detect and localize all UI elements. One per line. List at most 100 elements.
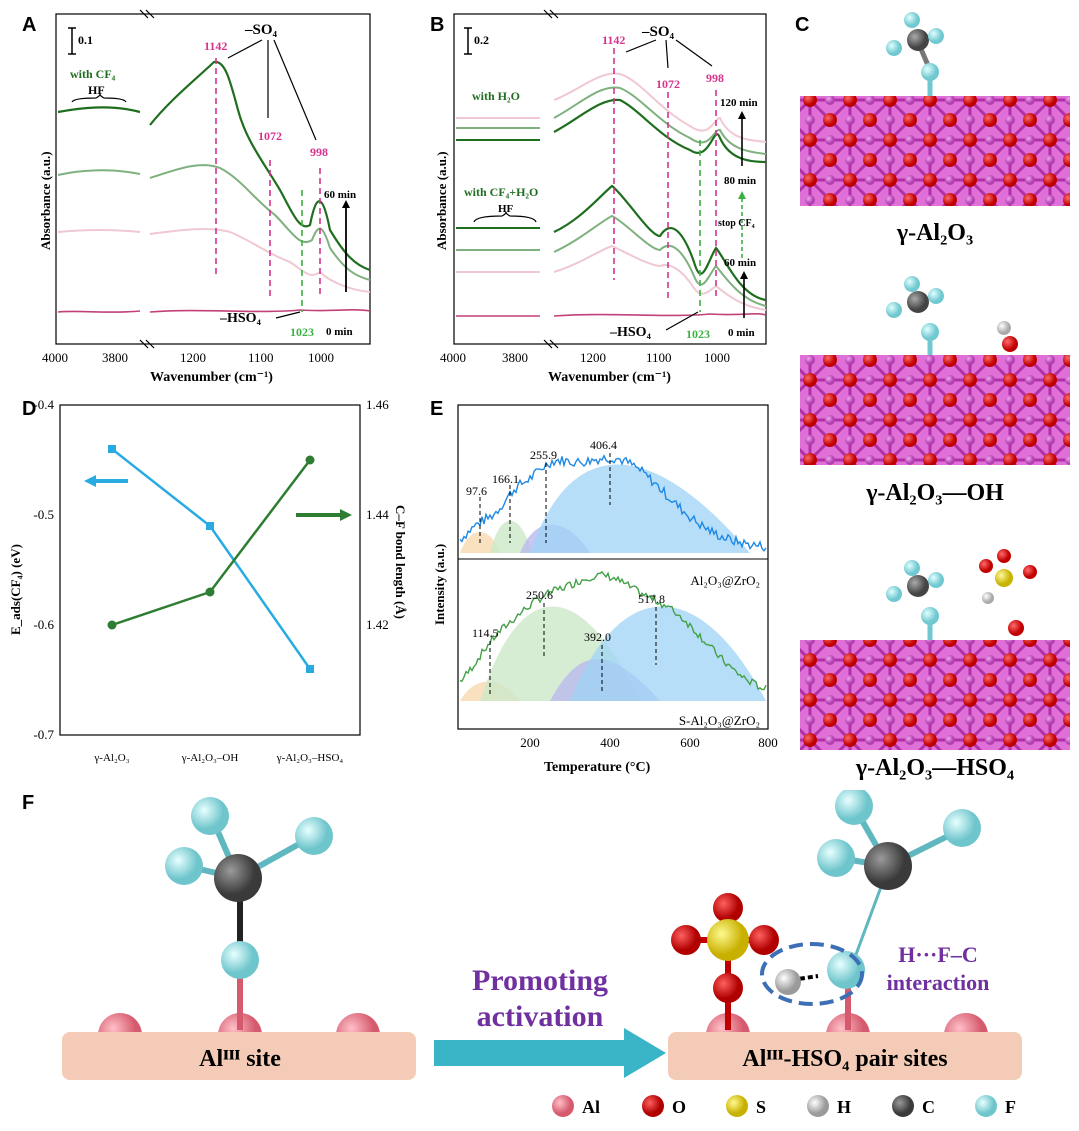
svg-text:4000: 4000 bbox=[440, 350, 466, 365]
hso4-label: –HSO₄ bbox=[219, 311, 262, 326]
e-peak: 392.0 bbox=[584, 630, 611, 644]
dBlue-point-2 bbox=[306, 665, 314, 673]
panel-label-a: A bbox=[22, 14, 37, 36]
panel-c-structures: γ-Al₂O₃ γ-Al₂O₃—OH γ-Al₂O₃—HSO₄ bbox=[800, 12, 1070, 781]
e-bot-label: S-Al₂O₃@ZrO₂ bbox=[679, 713, 760, 728]
svg-text:800: 800 bbox=[758, 735, 778, 750]
svg-text:400: 400 bbox=[600, 735, 620, 750]
cat-1: γ-Al₂O₃ bbox=[93, 752, 129, 764]
e-peak: 255.9 bbox=[530, 448, 557, 462]
panel-label-f: F bbox=[22, 792, 35, 814]
time-60: 60 min bbox=[324, 189, 356, 201]
e-peak: 97.6 bbox=[466, 484, 487, 498]
e-top-label: Al₂O₃@ZrO₂ bbox=[690, 573, 760, 588]
dGreen-point-2 bbox=[305, 455, 315, 465]
e-peak: 517.8 bbox=[638, 592, 665, 606]
f-interaction-1: H···F–C bbox=[898, 942, 977, 967]
peak-998-b: 998 bbox=[706, 71, 724, 85]
e-ylabel: Intensity (a.u.) bbox=[432, 544, 447, 625]
time-0: 0 min bbox=[326, 326, 353, 338]
time-120: 120 min bbox=[720, 97, 758, 109]
scale-label: 0.1 bbox=[78, 33, 93, 47]
dBlue-point-1 bbox=[206, 522, 214, 530]
legend-c: C bbox=[922, 1097, 935, 1117]
e-peak: 250.6 bbox=[526, 588, 553, 602]
peak-1142-b: 1142 bbox=[602, 33, 625, 47]
e-peak: 406.4 bbox=[590, 438, 617, 452]
svg-text:1.44: 1.44 bbox=[366, 507, 389, 522]
dGreen-line bbox=[111, 459, 311, 627]
structure-label-3: γ-Al₂O₃—HSO₄ bbox=[855, 755, 1014, 781]
so4-label: –SO₄ bbox=[244, 22, 278, 38]
peak-1023-b: 1023 bbox=[686, 327, 710, 341]
structure-label-1: γ-Al₂O₃ bbox=[896, 220, 973, 246]
panel-a-ir-spectra: 0.1 1142 1072 998 1023 –SO₄ –HSO₄ with C… bbox=[38, 9, 371, 385]
x-axis-label-b: Wavenumber (cm⁻¹) bbox=[548, 370, 671, 385]
xtick: 1000 bbox=[308, 350, 334, 365]
panel-label-d: D bbox=[22, 398, 37, 420]
legend-f: F bbox=[1005, 1097, 1016, 1117]
with-cf4-label: with CF₄ bbox=[70, 67, 116, 81]
peak-1072-b: 1072 bbox=[656, 77, 680, 91]
y-axis-label: Absorbance (a.u.) bbox=[38, 151, 53, 250]
svg-text:-0.4: -0.4 bbox=[33, 397, 54, 412]
stop-cf4: stop CF₄ bbox=[718, 218, 755, 229]
peak-1142: 1142 bbox=[204, 39, 227, 53]
legend-h: H bbox=[837, 1097, 851, 1117]
svg-text:3800: 3800 bbox=[502, 350, 528, 365]
xtick: 4000 bbox=[42, 350, 68, 365]
scale-label-b: 0.2 bbox=[474, 33, 489, 47]
dBlue-line bbox=[111, 448, 312, 670]
d-ylabel-left: E_ads(CF₄) (eV) bbox=[8, 544, 23, 635]
panel-label-b: B bbox=[430, 14, 445, 36]
svg-text:200: 200 bbox=[520, 735, 540, 750]
dGreen-point-1 bbox=[205, 587, 215, 597]
f-left-site: Alᴵᴵᴵ site bbox=[199, 1046, 281, 1072]
f-interaction-2: interaction bbox=[887, 970, 990, 995]
svg-text:-0.5: -0.5 bbox=[33, 507, 54, 522]
xtick: 3800 bbox=[102, 350, 128, 365]
svg-text:-0.7: -0.7 bbox=[33, 727, 54, 742]
svg-text:1200: 1200 bbox=[580, 350, 606, 365]
xtick: 1200 bbox=[180, 350, 206, 365]
peak-1023: 1023 bbox=[290, 325, 314, 339]
time-0-b: 0 min bbox=[728, 327, 755, 339]
time-80: 80 min bbox=[724, 175, 756, 187]
x-axis-label: Wavenumber (cm⁻¹) bbox=[150, 370, 273, 385]
f-arrow-text-2: activation bbox=[477, 1000, 604, 1033]
with-cf4-h2o-label: with CF₄+H₂O bbox=[464, 185, 538, 199]
with-h2o-label: with H₂O bbox=[472, 89, 520, 103]
svg-text:1100: 1100 bbox=[646, 350, 672, 365]
structure-label-2: γ-Al₂O₃—OH bbox=[865, 480, 1004, 506]
hf-label: HF bbox=[88, 83, 105, 97]
f-arrow-text-1: Promoting bbox=[472, 964, 608, 997]
f-right-site: Alᴵᴵᴵ-HSO₄ pair sites bbox=[742, 1046, 947, 1072]
d-ylabel-right: C–F bond length (Å) bbox=[393, 505, 408, 619]
xtick: 1100 bbox=[248, 350, 274, 365]
cat-3: γ-Al₂O₃–HSO₄ bbox=[276, 752, 344, 764]
panel-f-scheme: Alᴵᴵᴵ site Promoting activation H···F–C … bbox=[62, 790, 1022, 1117]
y-axis-label-b: Absorbance (a.u.) bbox=[434, 151, 449, 250]
legend-o: O bbox=[672, 1097, 686, 1117]
legend-al: Al bbox=[582, 1097, 600, 1117]
panel-label-e: E bbox=[430, 398, 444, 420]
hf-label-b: HF bbox=[498, 203, 514, 215]
cat-2: γ-Al₂O₃–OH bbox=[181, 752, 239, 764]
e-xlabel: Temperature (°C) bbox=[544, 760, 651, 775]
peak-1072: 1072 bbox=[258, 129, 282, 143]
hso4-label-b: –HSO₄ bbox=[609, 325, 652, 340]
svg-text:1000: 1000 bbox=[704, 350, 730, 365]
panel-d-chart: -0.4 -0.5 -0.6 -0.7 1.46 1.44 1.42 γ-Al₂… bbox=[8, 397, 408, 764]
e-peak: 166.1 bbox=[492, 472, 519, 486]
svg-text:1.42: 1.42 bbox=[366, 617, 389, 632]
svg-text:600: 600 bbox=[680, 735, 700, 750]
dGreen-point-0 bbox=[107, 620, 117, 630]
svg-text:1.46: 1.46 bbox=[366, 397, 389, 412]
panel-b-ir-spectra: 0.2 1142 1072 998 1023 –SO₄ –HSO₄ with H… bbox=[434, 9, 767, 385]
e-peak: 114.5 bbox=[472, 626, 499, 640]
svg-text:-0.6: -0.6 bbox=[33, 617, 54, 632]
panel-label-c: C bbox=[795, 14, 810, 36]
so4-label-b: –SO₄ bbox=[641, 24, 675, 40]
time-60-b: 60 min bbox=[724, 257, 756, 269]
dBlue-point-0 bbox=[108, 445, 116, 453]
